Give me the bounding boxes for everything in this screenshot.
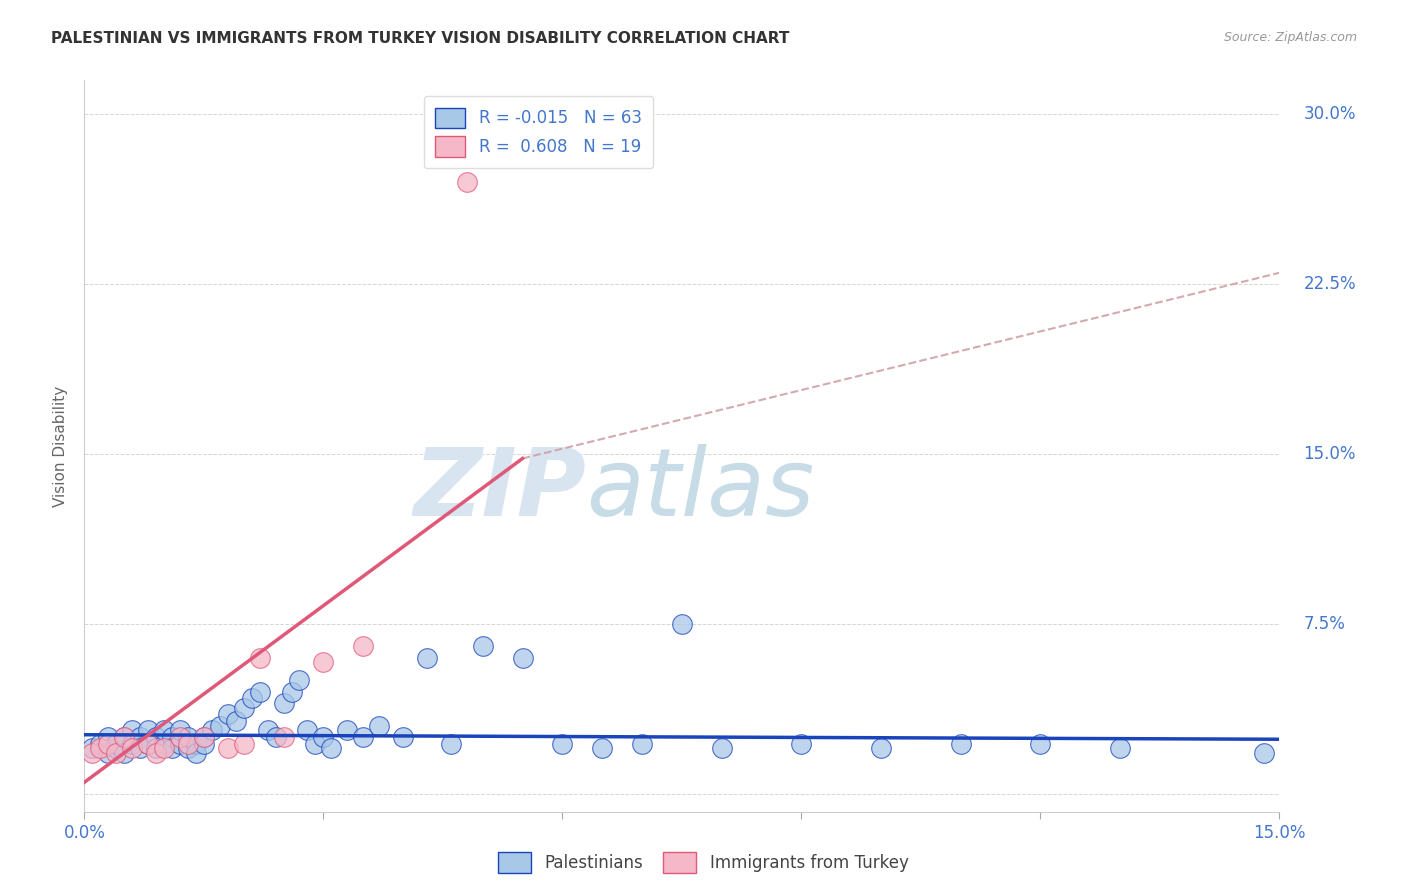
Point <box>1109 741 1132 756</box>
Point <box>256 723 278 738</box>
Point <box>82 746 104 760</box>
Point <box>129 741 152 756</box>
Point <box>249 684 271 698</box>
Point <box>352 730 374 744</box>
Point <box>97 737 120 751</box>
Text: Source: ZipAtlas.com: Source: ZipAtlas.com <box>1223 31 1357 45</box>
Point <box>177 737 200 751</box>
Point <box>217 741 239 756</box>
Point <box>471 640 494 654</box>
Point <box>177 730 200 744</box>
Text: 15.0%: 15.0% <box>1303 445 1355 463</box>
Point <box>273 730 295 744</box>
Point <box>136 737 159 751</box>
Point <box>89 737 111 751</box>
Point <box>145 741 167 756</box>
Text: 30.0%: 30.0% <box>1303 105 1355 123</box>
Point <box>249 650 271 665</box>
Point <box>456 175 478 189</box>
Point <box>208 719 231 733</box>
Point <box>193 737 215 751</box>
Point <box>82 741 104 756</box>
Point <box>112 746 135 760</box>
Point <box>416 650 439 665</box>
Point <box>312 730 335 744</box>
Point <box>440 737 463 751</box>
Legend: Palestinians, Immigrants from Turkey: Palestinians, Immigrants from Turkey <box>491 846 915 880</box>
Point <box>169 737 191 751</box>
Point <box>97 746 120 760</box>
Point <box>145 730 167 744</box>
Point <box>591 741 613 756</box>
Point <box>273 696 295 710</box>
Point <box>240 691 263 706</box>
Point <box>710 741 733 756</box>
Legend: R = -0.015   N = 63, R =  0.608   N = 19: R = -0.015 N = 63, R = 0.608 N = 19 <box>423 96 654 169</box>
Point <box>177 741 200 756</box>
Point <box>288 673 311 688</box>
Point <box>1029 737 1052 751</box>
Point <box>193 730 215 744</box>
Point <box>201 723 224 738</box>
Point <box>232 700 254 714</box>
Point <box>217 707 239 722</box>
Point <box>321 741 343 756</box>
Point <box>97 730 120 744</box>
Point <box>105 737 128 751</box>
Text: 22.5%: 22.5% <box>1303 275 1355 293</box>
Point <box>112 730 135 744</box>
Point <box>160 741 183 756</box>
Point <box>512 650 534 665</box>
Point <box>153 737 176 751</box>
Point <box>336 723 359 738</box>
Y-axis label: Vision Disability: Vision Disability <box>53 385 69 507</box>
Point <box>89 741 111 756</box>
Point <box>105 741 128 756</box>
Point <box>232 737 254 751</box>
Point <box>121 723 143 738</box>
Point <box>145 746 167 760</box>
Point <box>671 616 693 631</box>
Point <box>129 730 152 744</box>
Point <box>153 741 176 756</box>
Point <box>184 737 207 751</box>
Point <box>136 737 159 751</box>
Text: ZIP: ZIP <box>413 444 586 536</box>
Point <box>264 730 287 744</box>
Point <box>121 737 143 751</box>
Point <box>297 723 319 738</box>
Point <box>280 684 302 698</box>
Text: PALESTINIAN VS IMMIGRANTS FROM TURKEY VISION DISABILITY CORRELATION CHART: PALESTINIAN VS IMMIGRANTS FROM TURKEY VI… <box>51 31 789 46</box>
Point <box>352 640 374 654</box>
Text: 7.5%: 7.5% <box>1303 615 1346 632</box>
Point <box>1253 746 1275 760</box>
Point <box>790 737 813 751</box>
Point <box>312 655 335 669</box>
Point <box>949 737 972 751</box>
Point <box>169 730 191 744</box>
Point <box>551 737 574 751</box>
Point <box>193 730 215 744</box>
Point <box>105 746 128 760</box>
Point <box>392 730 415 744</box>
Point <box>870 741 893 756</box>
Point <box>368 719 391 733</box>
Point <box>160 730 183 744</box>
Text: atlas: atlas <box>586 444 814 535</box>
Point <box>225 714 247 728</box>
Point <box>631 737 654 751</box>
Point <box>136 723 159 738</box>
Point <box>112 730 135 744</box>
Point <box>153 723 176 738</box>
Point <box>184 746 207 760</box>
Point <box>304 737 326 751</box>
Point <box>121 741 143 756</box>
Point <box>169 723 191 738</box>
